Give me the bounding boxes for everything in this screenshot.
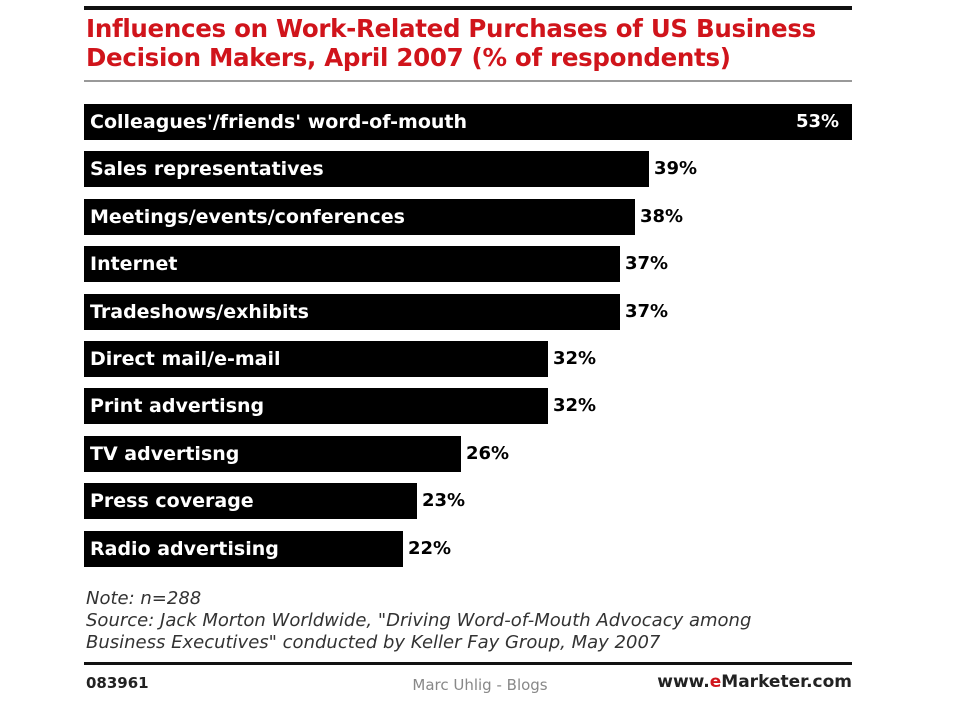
bar	[84, 104, 852, 140]
bar-label: Colleagues'/friends' word-of-mouth	[90, 111, 468, 133]
brand-suffix: Marketer.com	[721, 672, 852, 692]
value-label: 22%	[408, 538, 452, 559]
bar	[84, 341, 548, 377]
bar	[84, 199, 635, 235]
bar-label: Radio advertising	[90, 538, 279, 560]
source-line-2: Business Executives" conducted by Keller…	[86, 632, 661, 653]
title-rule	[84, 80, 852, 82]
bar-label: Direct mail/e-mail	[90, 348, 281, 370]
source-line-1: Source: Jack Morton Worldwide, "Driving …	[86, 610, 752, 631]
emarketer-link[interactable]: www.eMarketer.com	[657, 672, 852, 692]
bar-label: Meetings/events/conferences	[90, 206, 405, 228]
bottom-rule	[84, 662, 852, 665]
bar	[84, 294, 620, 330]
chart-title-line-2: Decision Makers, April 2007 (% of respon…	[86, 43, 731, 72]
value-label: 37%	[625, 253, 669, 274]
top-rule	[84, 6, 852, 10]
value-label: 39%	[654, 158, 698, 179]
note-text: Note: n=288	[86, 588, 202, 609]
bar-label: TV advertisng	[90, 443, 240, 465]
value-label: 23%	[422, 490, 466, 511]
watermark-text: Marc Uhlig - Blogs	[412, 676, 548, 694]
value-label: 38%	[640, 206, 684, 227]
value-label: 32%	[553, 395, 597, 416]
bar-label: Print advertisng	[90, 395, 265, 417]
bar	[84, 388, 548, 424]
value-label: 26%	[466, 443, 510, 464]
value-label: 37%	[625, 301, 669, 322]
bar	[84, 151, 649, 187]
bar	[84, 246, 620, 282]
bar-label: Press coverage	[90, 490, 254, 512]
chart-id: 083961	[86, 674, 149, 692]
brand-e: e	[709, 672, 722, 692]
chart-notes: Note: n=288 Source: Jack Morton Worldwid…	[86, 588, 866, 654]
bar	[84, 436, 461, 472]
brand-prefix: www.	[657, 672, 710, 692]
bar-label: Internet	[90, 253, 178, 275]
bar-label: Tradeshows/exhibits	[90, 301, 309, 323]
chart-title: Influences on Work-Related Purchases of …	[86, 14, 856, 72]
bar	[84, 483, 417, 519]
bar	[84, 531, 403, 567]
bar-label: Sales representatives	[90, 158, 324, 180]
value-label: 53%	[796, 111, 840, 132]
chart-title-line-1: Influences on Work-Related Purchases of …	[86, 14, 816, 43]
value-label: 32%	[553, 348, 597, 369]
